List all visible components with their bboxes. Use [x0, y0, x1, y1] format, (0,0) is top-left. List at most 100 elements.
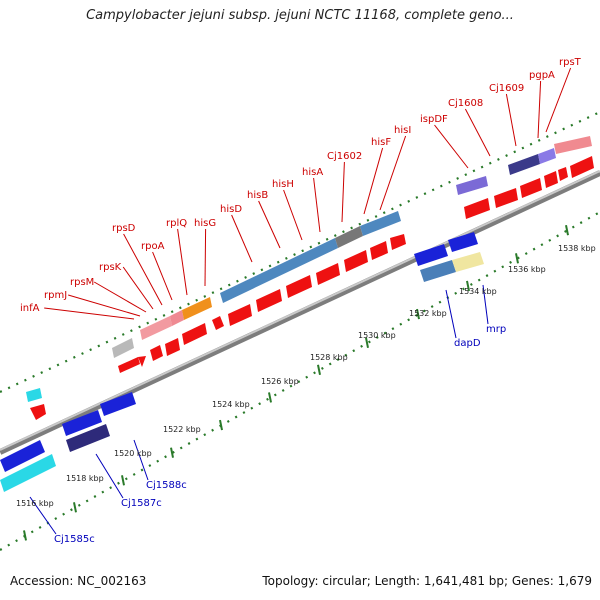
gene-bar-Cj1602: [335, 226, 363, 248]
leader-line: [133, 439, 149, 481]
gene-label-Cj1587c[interactable]: Cj1587c: [121, 498, 162, 509]
gene-arrow-reverse: [100, 392, 136, 416]
scale-label: 1528 kbp: [310, 353, 348, 362]
scale-label: 1536 kbp: [508, 265, 546, 274]
scale-label: 1534 kbp: [459, 287, 497, 296]
leader-line: [29, 496, 57, 535]
gene-arrow: [30, 404, 46, 420]
gene-label-Cj1585c[interactable]: Cj1585c: [54, 534, 95, 545]
gene-arrow: [150, 345, 163, 361]
leader-line: [93, 281, 147, 313]
reverse-gene-features[interactable]: [0, 232, 484, 492]
gene-arrow: [182, 323, 207, 345]
gene-arrow: [344, 250, 368, 272]
gene-bar-rpsK: [170, 310, 184, 326]
map-title: Campylobacter jejuni subsp. jejuni NCTC …: [86, 8, 514, 23]
scale-label: 1526 kbp: [261, 377, 299, 386]
leader-line: [44, 307, 135, 320]
leader-line: [379, 135, 407, 211]
gene-bar-rpsT: [554, 136, 592, 154]
major-tick: [121, 475, 125, 486]
gene-bar-Cj1608: [508, 154, 540, 175]
leader-line: [445, 289, 457, 339]
gene-bar-cyan-small: [26, 388, 42, 402]
gene-label-hisA[interactable]: hisA: [302, 167, 323, 178]
gene-arrow: [212, 316, 224, 330]
gene-arrow: [286, 275, 312, 298]
gene-label-hisG[interactable]: hisG: [194, 218, 216, 229]
gene-label-Cj1609[interactable]: Cj1609: [489, 83, 524, 94]
major-tick: [219, 419, 223, 431]
gene-arrow: [390, 234, 406, 250]
reverse-gene-labels[interactable]: Cj1585c Cj1587c Cj1588c dapD mrp: [54, 324, 506, 545]
scale-label: 1538 kbp: [558, 244, 596, 253]
gene-label-ispDF[interactable]: ispDF: [420, 114, 448, 125]
gene-label-rpmJ[interactable]: rpmJ: [44, 290, 67, 301]
forward-gene-arrows[interactable]: [26, 156, 594, 420]
gene-label-hisB[interactable]: hisB: [247, 190, 268, 201]
gene-label-Cj1588c[interactable]: Cj1588c: [146, 480, 187, 491]
gene-label-rplQ[interactable]: rplQ: [166, 218, 187, 229]
tick-tracks: [0, 111, 600, 551]
gene-label-mrp[interactable]: mrp: [486, 324, 506, 335]
gene-label-dapD[interactable]: dapD: [454, 338, 481, 349]
gene-arrow: [228, 304, 252, 326]
gene-label-rpsM[interactable]: rpsM: [70, 277, 94, 288]
gene-bar-pgpA: [538, 148, 556, 164]
gene-arrow: [494, 188, 518, 208]
scale-label: 1522 kbp: [163, 425, 201, 434]
scale-label: 1532 kbp: [409, 309, 447, 318]
major-tick: [365, 337, 369, 349]
gene-arrow: [256, 289, 282, 312]
gene-label-rpsD[interactable]: rpsD: [112, 223, 136, 234]
gene-bar-cyan: [0, 454, 56, 492]
gene-label-infA[interactable]: infA: [20, 303, 40, 314]
major-ticks: [23, 224, 569, 541]
gene-label-rpoA[interactable]: rpoA: [141, 241, 165, 252]
accession-text: Accession: NC_002163: [10, 574, 147, 588]
gene-label-hisF[interactable]: hisF: [371, 137, 391, 148]
gene-bar-rplQ: [182, 297, 212, 320]
major-tick: [170, 447, 174, 458]
gene-label-rpsK[interactable]: rpsK: [99, 262, 122, 273]
major-tick: [515, 253, 519, 264]
major-tick: [565, 224, 569, 236]
gene-arrow: [544, 171, 558, 188]
gene-arrow-reverse: [62, 410, 102, 436]
leader-line: [258, 200, 281, 249]
leader-line: [434, 124, 469, 169]
gene-arrow: [316, 263, 340, 285]
gene-label-hisI[interactable]: hisI: [394, 125, 411, 136]
gene-arrow: [464, 198, 490, 219]
gene-bar-ispDF: [456, 176, 488, 195]
gene-label-hisD[interactable]: hisD: [220, 204, 242, 215]
genome-summary-text: Topology: circular; Length: 1,641,481 bp…: [262, 574, 592, 588]
major-tick: [416, 308, 420, 320]
gene-arrow-reverse: [448, 232, 478, 252]
genome-backbone: [0, 170, 600, 455]
scale-label: 1520 kbp: [114, 449, 152, 458]
leader-line: [363, 147, 384, 215]
gene-arrow: [165, 338, 180, 356]
gene-label-pgpA[interactable]: pgpA: [529, 70, 555, 81]
leader-line: [177, 228, 188, 296]
gene-label-hisH[interactable]: hisH: [272, 179, 294, 190]
gene-label-Cj1602[interactable]: Cj1602: [327, 151, 362, 162]
gene-bar-mrp: [452, 252, 484, 272]
gene-arrow: [558, 167, 568, 181]
leader-line: [68, 294, 141, 317]
leader-line: [122, 266, 154, 310]
forward-gene-bars[interactable]: [112, 136, 592, 358]
gene-bar-hisF: [360, 211, 401, 236]
gene-label-rpsT[interactable]: rpsT: [559, 57, 582, 68]
leader-line: [231, 214, 253, 263]
leader-line: [152, 251, 173, 301]
gene-arrow: [370, 241, 388, 260]
leader-line: [95, 453, 124, 499]
leader-line: [204, 228, 207, 287]
gene-arrow-reverse: [414, 244, 448, 266]
gene-label-Cj1608[interactable]: Cj1608: [448, 98, 483, 109]
leader-line: [464, 108, 491, 157]
